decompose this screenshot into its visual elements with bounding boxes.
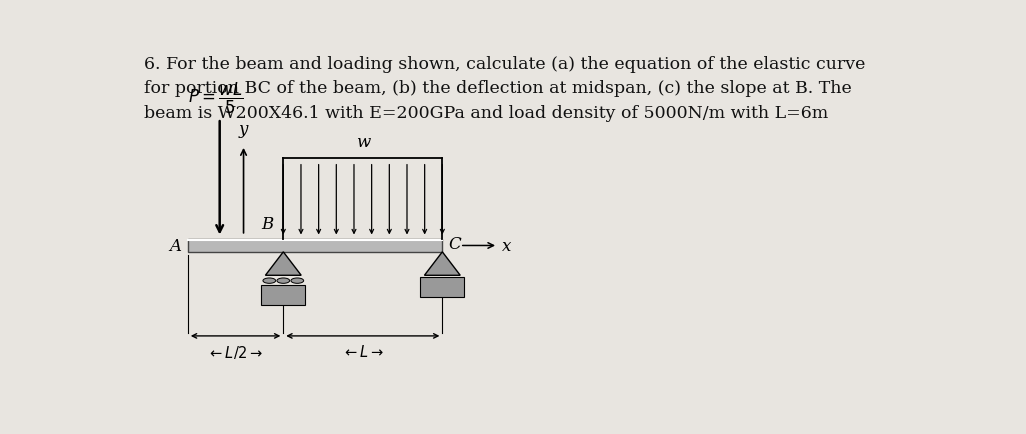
Text: $\leftarrow L \rightarrow$: $\leftarrow L \rightarrow$ (342, 343, 384, 359)
Text: x: x (502, 237, 511, 254)
Text: A: A (169, 237, 182, 254)
Polygon shape (425, 252, 461, 276)
Text: w: w (356, 134, 370, 151)
Polygon shape (266, 252, 302, 276)
Bar (262, 285, 305, 305)
Bar (188, 240, 442, 252)
Circle shape (291, 278, 304, 284)
Text: 6. For the beam and loading shown, calculate (a) the equation of the elastic cur: 6. For the beam and loading shown, calcu… (144, 56, 866, 122)
Text: B: B (262, 216, 274, 233)
Text: y: y (239, 120, 248, 137)
Text: C: C (448, 236, 462, 253)
Circle shape (277, 278, 289, 284)
Circle shape (263, 278, 276, 284)
Text: $\leftarrow L/2\rightarrow$: $\leftarrow L/2\rightarrow$ (207, 343, 264, 360)
Bar (421, 277, 464, 297)
Text: $P = \dfrac{wL}{5}$: $P = \dfrac{wL}{5}$ (188, 80, 243, 115)
